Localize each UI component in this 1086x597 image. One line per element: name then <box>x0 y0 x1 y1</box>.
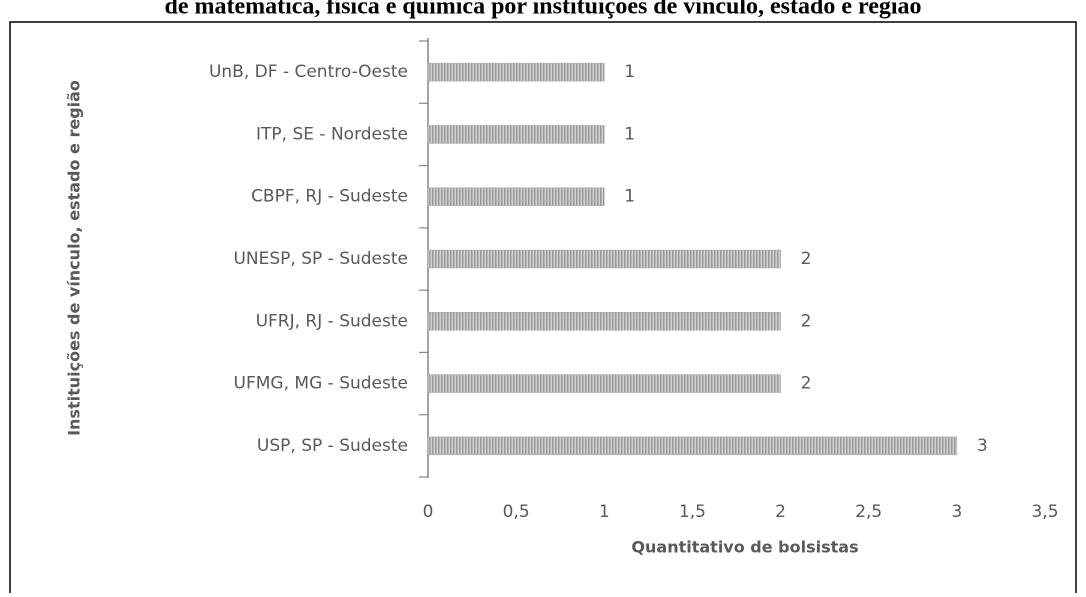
bar <box>427 249 781 269</box>
data-label: 2 <box>801 374 812 394</box>
y-tick-label: UFMG, MG - Sudeste <box>234 374 408 394</box>
bar <box>427 187 605 206</box>
chart-frame <box>9 21 1077 597</box>
data-label: 3 <box>977 436 988 456</box>
x-axis-title: Quantitativo de bolsistas <box>631 538 858 557</box>
x-tick-label: 1,5 <box>679 502 706 522</box>
x-tick-label: 2,5 <box>855 502 882 522</box>
x-tick-label: 0 <box>423 502 434 522</box>
data-label: 2 <box>801 311 812 331</box>
y-tick-label: ITP, SE - Nordeste <box>256 124 408 144</box>
y-tick-label: UNESP, SP - Sudeste <box>233 249 408 269</box>
y-tick-label: CBPF, RJ - Sudeste <box>251 187 408 207</box>
data-label: 2 <box>801 249 812 269</box>
x-tick-label: 0,5 <box>503 502 530 522</box>
bar <box>427 125 605 144</box>
y-axis-title: Instituições de vínculo, estado e região <box>65 80 84 436</box>
data-label: 1 <box>624 62 635 82</box>
chart-title: de matemática, física e química por inst… <box>164 0 921 20</box>
bar <box>427 62 605 82</box>
x-tick-label: 1 <box>599 502 610 522</box>
y-tick-label: USP, SP - Sudeste <box>257 436 408 456</box>
y-tick-label: UnB, DF - Centro-Oeste <box>209 62 408 82</box>
x-tick-label: 3,5 <box>1031 502 1058 522</box>
data-label: 1 <box>624 187 635 207</box>
data-label: 1 <box>624 124 635 144</box>
bar <box>427 312 781 331</box>
x-tick-label: 3 <box>951 502 962 522</box>
bar <box>427 436 958 456</box>
y-tick-label: UFRJ, RJ - Sudeste <box>256 311 408 331</box>
x-tick-label: 2 <box>775 502 786 522</box>
bar <box>427 374 781 393</box>
